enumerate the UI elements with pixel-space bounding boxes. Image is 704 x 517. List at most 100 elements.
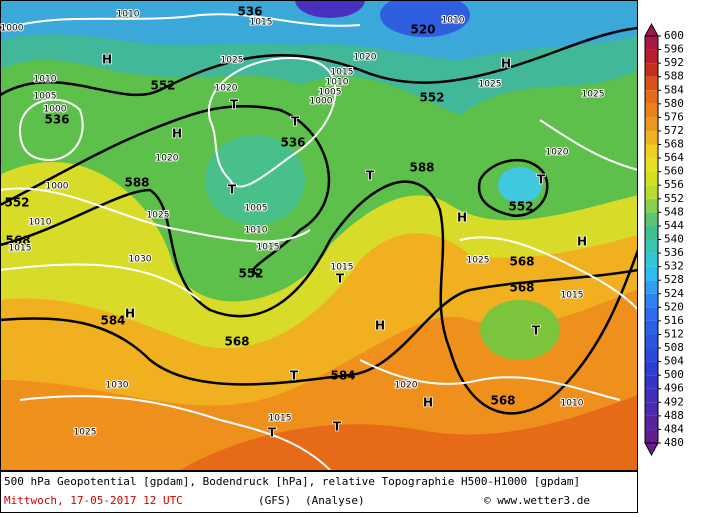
colorbar-segment bbox=[645, 49, 658, 64]
colorbar-segment bbox=[645, 130, 658, 145]
colorbar-segment bbox=[645, 253, 658, 267]
colorbar-segment bbox=[645, 36, 658, 50]
isobar-label: 1015 bbox=[250, 18, 273, 28]
contour-label: 552 bbox=[150, 79, 175, 93]
colorbar-tick-label: 524 bbox=[664, 287, 684, 300]
colorbar-segment bbox=[645, 334, 658, 349]
isobar-label: 1015 bbox=[9, 244, 32, 254]
colorbar-segment bbox=[645, 402, 658, 416]
colorbar-tick-label: 576 bbox=[664, 110, 684, 123]
isobar-label: 1010 bbox=[561, 399, 584, 409]
isobar-label: 1010 bbox=[326, 78, 349, 88]
colorbar-tick-label: 528 bbox=[664, 273, 684, 286]
colorbar-segment bbox=[645, 293, 658, 308]
colorbar-tick-label: 536 bbox=[664, 246, 684, 259]
pressure-center: H bbox=[457, 211, 467, 225]
isobar-label: 1025 bbox=[582, 90, 605, 100]
isobar-label: 1015 bbox=[257, 243, 280, 253]
isobar-label: 1020 bbox=[156, 154, 179, 164]
caption-run: (Analyse) bbox=[305, 494, 365, 507]
map-field bbox=[0, 0, 638, 470]
colorbar-arrow bbox=[644, 442, 659, 457]
pressure-center: T bbox=[537, 173, 546, 187]
pressure-center: T bbox=[228, 183, 237, 197]
isobar-label: 1010 bbox=[34, 75, 57, 85]
colorbar-segment bbox=[645, 280, 658, 294]
colorbar-segment bbox=[645, 429, 658, 443]
isobar-label: 1000 bbox=[1, 24, 24, 34]
colorbar-tick-label: 500 bbox=[664, 368, 684, 381]
contour-label: 536 bbox=[237, 5, 262, 19]
isobar-label: 1010 bbox=[442, 16, 465, 26]
colorbar-tick-label: 484 bbox=[664, 422, 684, 435]
contour-label: 568 bbox=[224, 335, 249, 349]
colorbar-segment bbox=[645, 375, 658, 389]
isobar-label: 1025 bbox=[74, 428, 97, 438]
isobar-label: 1010 bbox=[29, 218, 52, 228]
pressure-center: H bbox=[375, 319, 385, 333]
isobar-label: 1020 bbox=[546, 148, 569, 158]
caption-credit: © www.wetter3.de bbox=[484, 494, 590, 507]
isobar-label: 1020 bbox=[354, 53, 377, 63]
colorbar-segment bbox=[645, 117, 658, 131]
isobar-label: 1025 bbox=[479, 80, 502, 90]
colorbar-segment bbox=[645, 198, 658, 213]
contour-label: 552 bbox=[4, 196, 29, 210]
isobar-label: 1020 bbox=[395, 381, 418, 391]
colorbar-segment bbox=[645, 185, 658, 199]
contour-label: 584 bbox=[330, 369, 355, 383]
colorbar-segment bbox=[645, 388, 658, 403]
colorbar-tick-label: 592 bbox=[664, 56, 684, 69]
isobar-label: 1025 bbox=[221, 56, 244, 66]
colorbar-tick-label: 600 bbox=[664, 29, 684, 42]
colorbar-segment bbox=[645, 103, 658, 118]
colorbar-tick-label: 556 bbox=[664, 178, 684, 191]
pressure-center: H bbox=[423, 396, 433, 410]
isobar-label: 1010 bbox=[117, 10, 140, 20]
colorbar-tick-label: 492 bbox=[664, 395, 684, 408]
colorbar-tick-label: 564 bbox=[664, 151, 684, 164]
colorbar-tick-label: 572 bbox=[664, 124, 684, 137]
colorbar-segment bbox=[645, 225, 658, 240]
colorbar-segment bbox=[645, 320, 658, 335]
colorbar-segment bbox=[645, 212, 658, 226]
contour-label: 568 bbox=[509, 255, 534, 269]
isobar-label: 1015 bbox=[269, 414, 292, 424]
colorbar-segment bbox=[645, 239, 658, 254]
colorbar-tick-label: 596 bbox=[664, 43, 684, 56]
pressure-center: H bbox=[501, 57, 511, 71]
colorbar-tick-label: 588 bbox=[664, 70, 684, 83]
isobar-label: 1010 bbox=[245, 226, 268, 236]
map-labels: 536 520 536 552 536 552 552 588 588 552 568 552 568 5… bbox=[0, 5, 605, 441]
pressure-center: T bbox=[333, 420, 342, 434]
caption-date: Mittwoch, 17-05-2017 12 UTC bbox=[4, 494, 183, 507]
colorbar-segment bbox=[645, 144, 658, 159]
colorbar: 4804844884924965005045085125165205245285… bbox=[644, 22, 684, 457]
isobar-label: 1015 bbox=[561, 291, 584, 301]
colorbar-tick-label: 488 bbox=[664, 409, 684, 422]
colorbar-tick-label: 568 bbox=[664, 138, 684, 151]
colorbar-tick-label: 508 bbox=[664, 341, 684, 354]
colorbar-tick-label: 516 bbox=[664, 314, 684, 327]
contour-label: 552 bbox=[238, 267, 263, 281]
isobar-label: 1030 bbox=[106, 381, 129, 391]
pressure-center: T bbox=[230, 98, 239, 112]
pressure-center: T bbox=[290, 369, 299, 383]
contour-label: 584 bbox=[100, 314, 125, 328]
colorbar-segment bbox=[645, 415, 658, 430]
pressure-center: T bbox=[336, 272, 345, 286]
colorbar-segment bbox=[645, 63, 658, 77]
colorbar-segment bbox=[645, 348, 658, 362]
colorbar-segment bbox=[645, 307, 658, 321]
colorbar-tick-label: 552 bbox=[664, 192, 684, 205]
pressure-center: H bbox=[102, 53, 112, 67]
pressure-center: T bbox=[268, 426, 277, 440]
colorbar-segment bbox=[645, 171, 658, 186]
colorbar-tick-label: 580 bbox=[664, 97, 684, 110]
pressure-center: H bbox=[577, 235, 587, 249]
isobar-label: 1025 bbox=[467, 256, 490, 266]
isobar-label: 1025 bbox=[147, 211, 170, 221]
contour-label: 568 bbox=[5, 234, 30, 248]
colorbar-segment bbox=[645, 76, 658, 91]
colorbar-tick-label: 544 bbox=[664, 219, 684, 232]
